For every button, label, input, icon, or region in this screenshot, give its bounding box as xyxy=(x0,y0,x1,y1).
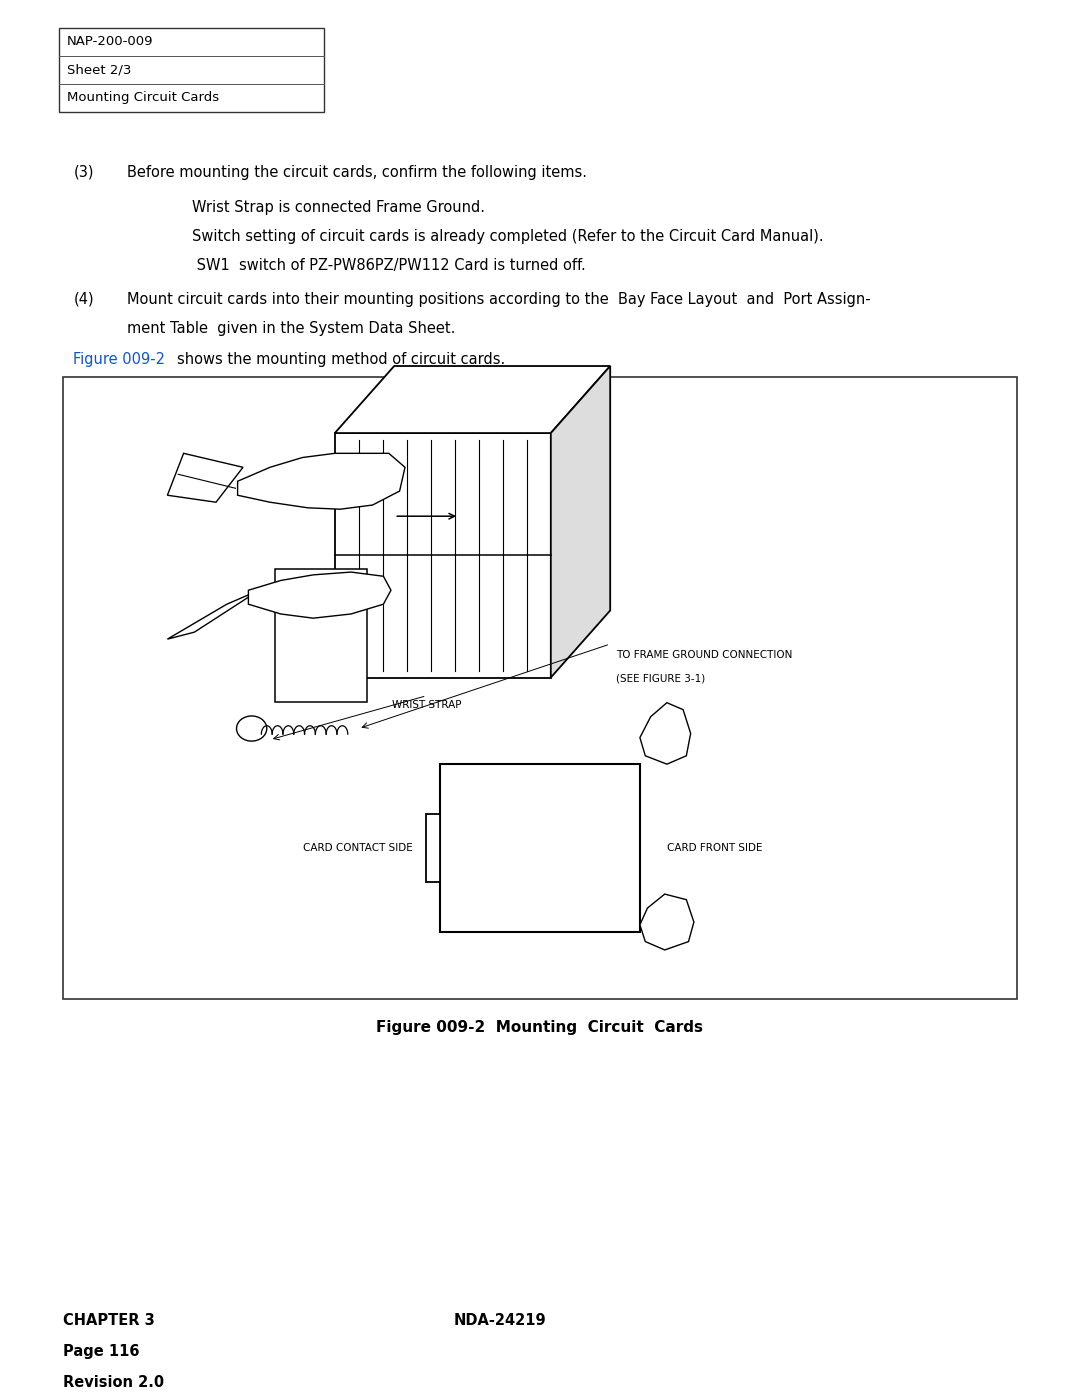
Text: (4): (4) xyxy=(73,292,94,307)
Text: NDA-24219: NDA-24219 xyxy=(454,1313,546,1329)
Text: WRIST STRAP: WRIST STRAP xyxy=(392,700,461,710)
Polygon shape xyxy=(167,590,259,640)
Polygon shape xyxy=(238,453,405,509)
Text: shows the mounting method of circuit cards.: shows the mounting method of circuit car… xyxy=(177,352,505,367)
Text: (SEE FIGURE 3-1): (SEE FIGURE 3-1) xyxy=(616,673,705,683)
Polygon shape xyxy=(639,703,691,764)
Text: SW1  switch of PZ-PW86PZ/PW112 Card is turned off.: SW1 switch of PZ-PW86PZ/PW112 Card is tu… xyxy=(192,258,586,274)
Bar xyxy=(63,377,1017,999)
Text: TO FRAME GROUND CONNECTION: TO FRAME GROUND CONNECTION xyxy=(616,650,792,659)
Ellipse shape xyxy=(237,715,267,740)
Text: (3): (3) xyxy=(73,165,94,180)
Text: Figure 009-2  Mounting  Circuit  Cards: Figure 009-2 Mounting Circuit Cards xyxy=(377,1020,703,1035)
Text: CARD CONTACT SIDE: CARD CONTACT SIDE xyxy=(303,842,413,854)
Bar xyxy=(335,433,551,678)
Text: Sheet 2/3: Sheet 2/3 xyxy=(67,63,132,77)
Polygon shape xyxy=(167,453,243,502)
Text: Mount circuit cards into their mounting positions according to the  Bay Face Lay: Mount circuit cards into their mounting … xyxy=(127,292,872,307)
Polygon shape xyxy=(639,894,694,950)
Text: Before mounting the circuit cards, confirm the following items.: Before mounting the circuit cards, confi… xyxy=(127,165,588,180)
Text: ment Table  given in the System Data Sheet.: ment Table given in the System Data Shee… xyxy=(127,321,456,337)
Text: Wrist Strap is connected Frame Ground.: Wrist Strap is connected Frame Ground. xyxy=(192,200,485,215)
Text: Page 116: Page 116 xyxy=(63,1344,139,1359)
Text: NAP-200-009: NAP-200-009 xyxy=(67,35,153,49)
Text: Mounting Circuit Cards: Mounting Circuit Cards xyxy=(67,91,219,105)
Text: CARD FRONT SIDE: CARD FRONT SIDE xyxy=(667,842,762,854)
Polygon shape xyxy=(335,366,610,433)
Polygon shape xyxy=(248,573,391,617)
Bar xyxy=(59,28,324,112)
Text: Revision 2.0: Revision 2.0 xyxy=(63,1375,164,1390)
Text: CHAPTER 3: CHAPTER 3 xyxy=(63,1313,154,1329)
Polygon shape xyxy=(551,366,610,678)
Bar xyxy=(275,570,367,701)
Text: Figure 009-2: Figure 009-2 xyxy=(73,352,165,367)
Text: Switch setting of circuit cards is already completed (Refer to the Circuit Card : Switch setting of circuit cards is alrea… xyxy=(192,229,824,244)
Bar xyxy=(426,814,441,882)
Bar xyxy=(441,764,640,932)
